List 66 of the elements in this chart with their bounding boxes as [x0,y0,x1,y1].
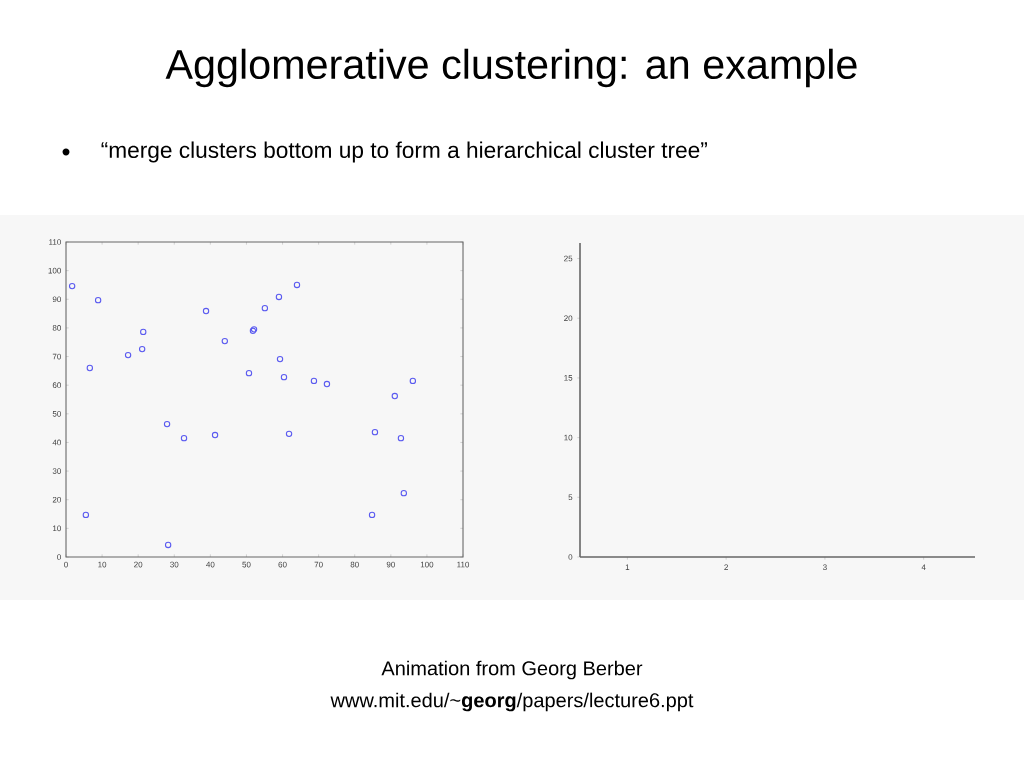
text: Animation from Georg Berber [381,660,643,680]
point [68,282,76,290]
x-tick-label: 0 [64,561,68,568]
x-tick-label: 4 [921,564,926,570]
y-tick-label: 30 [52,468,61,474]
x-tick-label: 50 [242,561,251,568]
x-tick-label: 2 [724,564,728,570]
point [211,431,219,439]
point [221,337,229,345]
point [323,380,331,388]
y-tick-label: 110 [49,239,61,245]
point [397,434,405,442]
point [368,511,376,519]
y-tick-label: 25 [564,255,573,262]
y-tick-label: 50 [52,410,61,417]
x-tick-label: 100 [420,561,434,568]
point [409,377,417,385]
point [164,541,172,549]
x-tick-label: 3 [823,564,827,571]
point [275,293,283,301]
text: www.mit.edu/~georg/papers/lecture6.ppt [330,692,694,712]
x-tick-label: 20 [134,561,143,568]
point [138,345,146,353]
x-tick-label: 80 [350,561,359,568]
point [310,377,318,385]
y-tick-label: 40 [52,439,61,446]
x-tick-label: 30 [170,561,179,568]
chart-title: Agglomerative clustering: an example [165,48,857,88]
y-tick-label: 10 [564,434,573,441]
y-tick-label: 20 [564,315,573,322]
y-tick-label: 10 [53,525,61,532]
point [245,369,253,377]
point [276,355,284,363]
y-tick-label: 80 [52,325,61,331]
point [280,373,288,381]
point [124,351,132,359]
point [400,489,408,497]
y-tick-label: 20 [52,496,61,503]
y-tick-label: 0 [57,554,61,560]
x-tick-label: 90 [386,561,395,568]
point [94,296,102,304]
point [391,392,398,400]
x-tick-label: 60 [278,561,287,568]
y-tick-label: 5 [568,494,573,501]
point [82,511,90,519]
x-tick-label: 70 [314,561,323,568]
point [163,420,171,428]
x-tick-label: 110 [457,561,470,568]
y-tick-label: 100 [48,267,61,274]
y-tick-label: 15 [564,375,573,381]
y-tick-label: 60 [52,382,61,389]
x-tick-label: 10 [98,561,107,568]
y-tick-label: 70 [52,353,61,360]
y-tick-label: 90 [52,296,61,303]
point [293,281,301,289]
point [140,328,147,336]
x-tick-label: 1 [625,564,630,570]
x-tick-label: 40 [206,561,215,568]
point [202,307,210,315]
point [86,364,94,372]
point [371,428,379,436]
point [261,304,269,312]
point [180,434,188,442]
point [285,430,293,438]
chart-subtitle: “merge clusters bottom up to form a hierarchical cluster tree” [101,141,707,163]
y-tick-label: 0 [568,554,573,560]
